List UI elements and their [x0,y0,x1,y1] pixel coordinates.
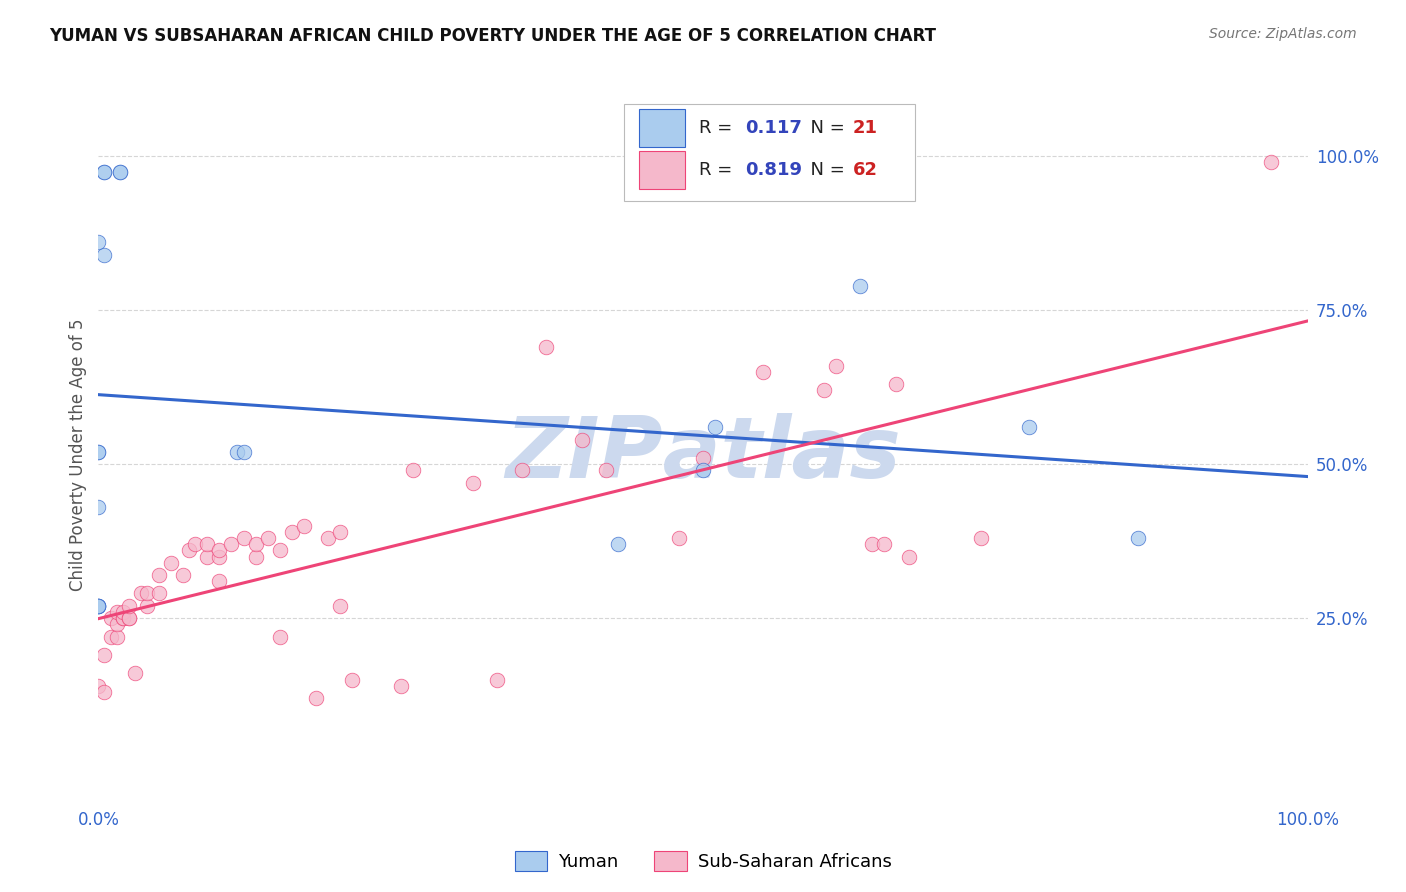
Point [510,463,533,477]
Point [87,679,110,693]
Point [105,605,128,619]
Point [87,599,110,613]
Point [463,475,485,490]
Point [221,537,243,551]
Point [87,599,110,613]
Point [281,524,304,539]
Point [208,543,231,558]
Text: 21: 21 [853,119,877,136]
Point [93,685,115,699]
Point [87,235,110,250]
Text: R =: R = [699,119,738,136]
Point [87,445,110,459]
Point [129,586,152,600]
Point [105,617,128,632]
Point [135,586,157,600]
Point [849,278,872,293]
Point [124,666,146,681]
Point [269,630,291,644]
Point [195,537,218,551]
Y-axis label: Child Poverty Under the Age of 5: Child Poverty Under the Age of 5 [69,318,87,591]
Point [329,524,352,539]
Text: R =: R = [699,161,738,178]
Point [93,164,115,178]
Point [118,611,141,625]
Text: N =: N = [799,119,851,136]
Point [111,605,134,619]
Point [226,445,249,459]
Point [111,611,134,625]
Point [245,549,267,564]
Point [118,599,141,613]
Point [825,359,848,373]
Point [305,691,328,706]
Text: 0.819: 0.819 [745,161,803,178]
Point [534,340,557,354]
Point [148,568,170,582]
Text: 62: 62 [853,161,877,178]
Point [93,648,115,662]
Point [105,630,128,644]
Point [87,599,110,613]
Point [148,586,170,600]
Point [108,164,131,178]
Point [1018,420,1040,434]
Point [486,673,509,687]
Point [118,611,141,625]
Point [860,537,883,551]
Point [752,365,775,379]
Point [232,445,254,459]
Point [93,164,115,178]
Point [692,463,714,477]
Point [208,574,231,589]
Point [595,463,617,477]
Legend: Yuman, Sub-Saharan Africans: Yuman, Sub-Saharan Africans [508,844,898,879]
Text: YUMAN VS SUBSAHARAN AFRICAN CHILD POVERTY UNDER THE AGE OF 5 CORRELATION CHART: YUMAN VS SUBSAHARAN AFRICAN CHILD POVERT… [49,27,936,45]
Point [607,537,630,551]
Point [160,556,183,570]
Point [269,543,291,558]
Point [179,543,201,558]
Text: 0.117: 0.117 [745,119,803,136]
Point [704,420,727,434]
Point [108,164,131,178]
Point [87,599,110,613]
Point [93,248,115,262]
Point [970,531,993,545]
Point [402,463,425,477]
Point [195,549,218,564]
Point [208,549,231,564]
Point [87,445,110,459]
Text: Source: ZipAtlas.com: Source: ZipAtlas.com [1209,27,1357,41]
FancyBboxPatch shape [638,109,685,147]
Point [813,384,835,398]
Point [292,518,315,533]
Point [1260,155,1282,169]
Point [897,549,920,564]
Point [111,611,134,625]
Point [87,500,110,515]
FancyBboxPatch shape [638,151,685,189]
Point [329,599,352,613]
Point [184,537,207,551]
Point [232,531,254,545]
Point [1128,531,1150,545]
Text: ZIP​atlas: ZIP​atlas [505,413,901,497]
Point [100,611,122,625]
Point [668,531,690,545]
Point [571,433,593,447]
Point [100,630,122,644]
Point [873,537,896,551]
Point [692,450,714,465]
Point [172,568,194,582]
Point [256,531,278,545]
Point [135,599,157,613]
Point [342,673,364,687]
Point [389,679,412,693]
FancyBboxPatch shape [624,103,915,201]
Text: N =: N = [799,161,851,178]
Point [886,377,908,392]
Point [245,537,267,551]
Point [316,531,339,545]
